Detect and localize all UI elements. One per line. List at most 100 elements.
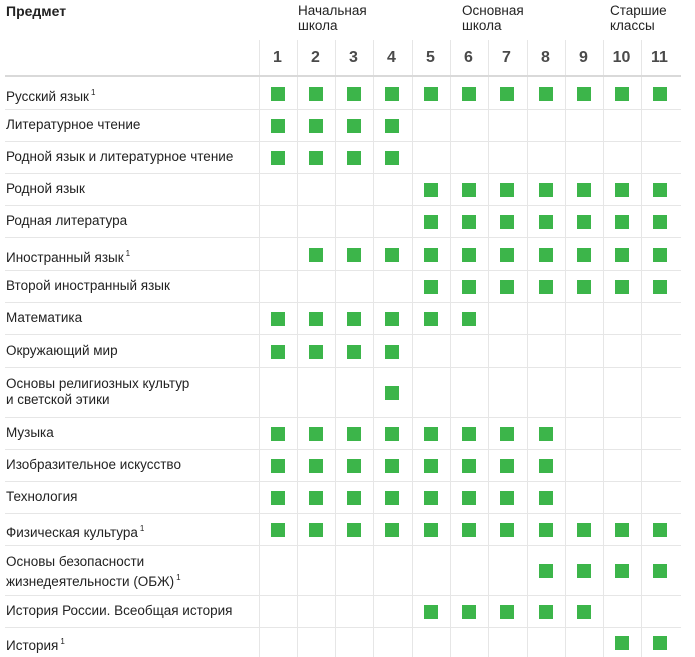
subject-label: Родной язык xyxy=(6,181,85,197)
grade-mark xyxy=(271,427,285,441)
subject-label-line: Основы безопасности xyxy=(6,554,145,569)
grade-mark xyxy=(500,86,514,101)
subject-label-line: Родной язык xyxy=(6,181,85,196)
column-divider xyxy=(641,40,642,657)
subject-label-line: Родная литература xyxy=(6,213,128,228)
group-header-line: Основная xyxy=(462,3,524,18)
grade-header-6: 6 xyxy=(464,49,473,66)
grade-mark xyxy=(462,459,476,473)
grade-mark xyxy=(539,564,553,578)
grade-mark xyxy=(577,564,591,578)
grade-mark xyxy=(577,215,591,229)
grade-mark xyxy=(539,86,553,101)
grade-mark xyxy=(615,247,629,262)
subject-label-line: Окружающий мир xyxy=(6,342,118,358)
grade-mark xyxy=(500,247,514,262)
grade-mark xyxy=(271,523,285,537)
grade-mark xyxy=(309,247,323,262)
row-divider xyxy=(5,302,681,303)
grade-mark xyxy=(577,183,591,197)
grade-mark xyxy=(462,280,476,294)
grade-mark xyxy=(385,523,399,537)
row-divider xyxy=(5,109,681,110)
grade-header-5: 5 xyxy=(426,49,435,66)
grade-mark xyxy=(462,247,476,262)
grade-mark xyxy=(462,312,476,326)
group-header-line: школа xyxy=(462,18,502,33)
grade-header-3: 3 xyxy=(349,49,358,66)
subject-label-line: и светской этики xyxy=(6,392,110,407)
subject-label: Иностранный язык 1 xyxy=(6,246,130,266)
row-divider xyxy=(5,237,681,238)
grade-mark xyxy=(500,183,514,197)
grade-header-1: 1 xyxy=(273,49,282,66)
subject-label-line: Музыка xyxy=(6,425,54,440)
grade-mark xyxy=(577,247,591,262)
grade-mark xyxy=(424,605,438,619)
grade-mark xyxy=(309,86,323,101)
grade-mark xyxy=(347,151,361,165)
grade-mark xyxy=(424,459,438,473)
grade-mark xyxy=(309,523,323,537)
row-divider xyxy=(5,334,681,335)
grade-mark xyxy=(424,215,438,229)
footnote-marker: 1 xyxy=(176,573,181,582)
grade-mark xyxy=(615,635,629,650)
grade-mark xyxy=(347,427,361,441)
row-divider xyxy=(5,417,681,418)
column-divider xyxy=(603,40,604,657)
column-divider xyxy=(259,40,260,657)
grade-mark xyxy=(424,523,438,537)
grade-mark xyxy=(271,491,285,505)
group-header-senior: Старшие классы xyxy=(610,3,667,33)
grade-mark xyxy=(385,427,399,441)
row-divider xyxy=(5,141,681,142)
grade-mark xyxy=(577,86,591,101)
grade-mark xyxy=(462,491,476,505)
grade-mark xyxy=(347,523,361,537)
grade-mark xyxy=(462,215,476,229)
grade-mark xyxy=(615,215,629,229)
subject-label: Технология xyxy=(6,489,77,505)
grade-mark xyxy=(385,459,399,473)
subject-label: Музыка xyxy=(6,425,54,441)
grade-mark xyxy=(309,491,323,505)
grade-header-10: 10 xyxy=(612,49,631,66)
grade-mark xyxy=(271,151,285,165)
grade-mark xyxy=(539,427,553,441)
grade-mark xyxy=(271,312,285,326)
row-divider xyxy=(5,595,681,596)
grade-header-11: 11 xyxy=(651,49,668,66)
column-divider xyxy=(335,40,336,657)
column-divider xyxy=(412,40,413,657)
subject-label: Родной язык и литературное чтение xyxy=(6,149,233,165)
row-divider xyxy=(5,545,681,546)
group-header-line: классы xyxy=(610,18,655,33)
grade-mark xyxy=(309,151,323,165)
grade-mark xyxy=(385,312,399,326)
grade-mark xyxy=(653,635,667,650)
grade-mark xyxy=(500,491,514,505)
grade-mark xyxy=(385,151,399,165)
group-header-line: школа xyxy=(298,18,338,33)
subject-label: История 1 xyxy=(6,634,65,654)
group-header-primary: Начальная школа xyxy=(298,3,367,33)
grade-mark xyxy=(500,427,514,441)
subject-label-line: Математика xyxy=(6,310,83,325)
grade-mark xyxy=(271,344,285,359)
subject-label-line: Изобразительное искусство xyxy=(6,457,181,472)
grade-mark xyxy=(500,523,514,537)
grade-mark xyxy=(615,183,629,197)
subject-label-line: История xyxy=(6,637,59,653)
grade-mark xyxy=(309,427,323,441)
column-divider xyxy=(297,40,298,657)
grade-mark xyxy=(347,86,361,101)
column-divider xyxy=(450,40,451,657)
grade-mark xyxy=(539,215,553,229)
grade-mark xyxy=(385,386,399,400)
grade-mark xyxy=(347,344,361,359)
grade-mark xyxy=(577,280,591,294)
row-divider xyxy=(5,367,681,368)
column-divider xyxy=(373,40,374,657)
grade-mark xyxy=(271,119,285,133)
